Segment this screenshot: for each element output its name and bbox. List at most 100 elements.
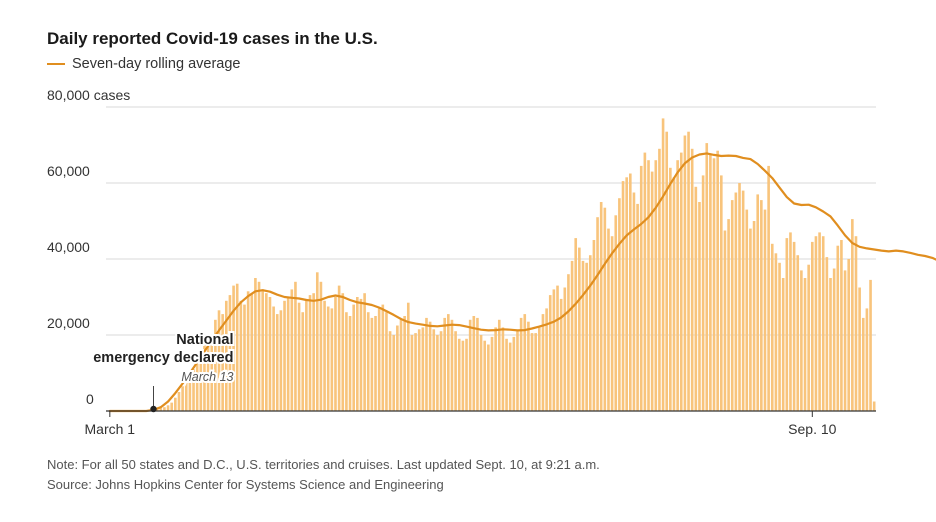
bar xyxy=(705,143,709,411)
bar xyxy=(745,209,749,411)
bar xyxy=(821,236,825,411)
bar xyxy=(723,230,727,411)
bar xyxy=(272,306,275,411)
bar xyxy=(392,335,396,411)
bar xyxy=(479,335,483,411)
bar xyxy=(672,177,676,411)
bar xyxy=(716,150,719,411)
bar xyxy=(861,317,865,411)
bar xyxy=(352,304,355,411)
y-tick-label: 0 xyxy=(86,391,94,407)
bar xyxy=(406,302,410,411)
bar xyxy=(519,317,523,411)
annotation-marker xyxy=(150,405,157,413)
bar xyxy=(261,289,265,411)
bar xyxy=(658,148,661,412)
bar xyxy=(465,338,468,411)
bar xyxy=(483,340,487,411)
bar xyxy=(840,240,843,411)
bar xyxy=(497,319,501,411)
x-tick-label: Sep. 10 xyxy=(788,421,836,437)
legend-label: Seven-day rolling average xyxy=(72,56,241,72)
bar xyxy=(188,371,192,411)
bar xyxy=(341,293,345,411)
bar xyxy=(330,308,334,411)
bar xyxy=(694,186,698,411)
bar xyxy=(676,160,679,411)
bar xyxy=(257,281,261,411)
bar xyxy=(286,297,290,411)
y-tick-label: 80,000 cases xyxy=(47,87,130,103)
bar xyxy=(447,314,450,411)
bar xyxy=(541,314,545,411)
bar xyxy=(443,317,446,411)
bar xyxy=(843,270,847,411)
bar xyxy=(512,336,516,411)
bar xyxy=(508,342,512,411)
bar xyxy=(629,173,632,411)
x-tick-label: March 1 xyxy=(85,421,136,437)
bar xyxy=(381,304,385,411)
bar xyxy=(487,344,490,411)
bar xyxy=(556,285,559,411)
bar xyxy=(767,165,770,411)
bar xyxy=(810,241,814,411)
bar xyxy=(621,181,625,411)
bar xyxy=(297,302,301,411)
bar xyxy=(490,336,494,411)
bar xyxy=(359,298,363,411)
bar xyxy=(396,325,399,411)
bar xyxy=(679,152,683,411)
bar xyxy=(756,194,760,411)
annotation-date: March 13 xyxy=(181,370,233,384)
annotation-title-line1: National xyxy=(176,332,233,348)
bar xyxy=(377,308,381,411)
bar xyxy=(410,335,414,411)
bar xyxy=(825,257,829,411)
bar xyxy=(709,154,712,411)
bar xyxy=(636,203,639,411)
bar xyxy=(374,316,377,411)
bar xyxy=(865,308,869,411)
bar xyxy=(851,219,854,411)
bar xyxy=(763,209,767,411)
bar xyxy=(294,281,297,411)
bar xyxy=(774,253,778,411)
bar xyxy=(305,298,308,411)
cases-chart: 0 20,000 40,000 60,000 80,000 cases March 1 Se… xyxy=(47,87,936,437)
bar xyxy=(570,260,574,411)
bar xyxy=(239,300,243,411)
legend: Seven-day rolling average xyxy=(47,56,240,72)
bar xyxy=(290,289,294,411)
bar xyxy=(836,245,840,411)
bar xyxy=(727,219,730,411)
bar xyxy=(206,338,210,411)
bar xyxy=(243,304,246,411)
bar xyxy=(661,118,665,412)
bar xyxy=(250,293,254,411)
bar xyxy=(268,297,272,411)
bar xyxy=(254,278,257,411)
bar xyxy=(800,270,803,411)
bar xyxy=(618,198,621,411)
bar xyxy=(174,397,177,411)
bar xyxy=(545,308,548,411)
bar xyxy=(614,215,618,411)
bar xyxy=(366,312,370,411)
bar xyxy=(639,165,643,411)
bar xyxy=(399,319,403,411)
bar xyxy=(552,289,556,411)
legend-line-swatch xyxy=(47,62,65,66)
chart-source: Source: Johns Hopkins Center for Systems… xyxy=(47,477,444,492)
bar xyxy=(228,295,232,411)
bar xyxy=(348,316,352,411)
bar xyxy=(170,402,174,411)
bar xyxy=(534,333,537,411)
bar xyxy=(607,228,610,411)
bar xyxy=(738,183,741,411)
bar xyxy=(370,317,374,411)
bar xyxy=(563,287,567,411)
bar xyxy=(832,268,836,411)
bar xyxy=(818,232,821,411)
bar xyxy=(432,329,436,411)
